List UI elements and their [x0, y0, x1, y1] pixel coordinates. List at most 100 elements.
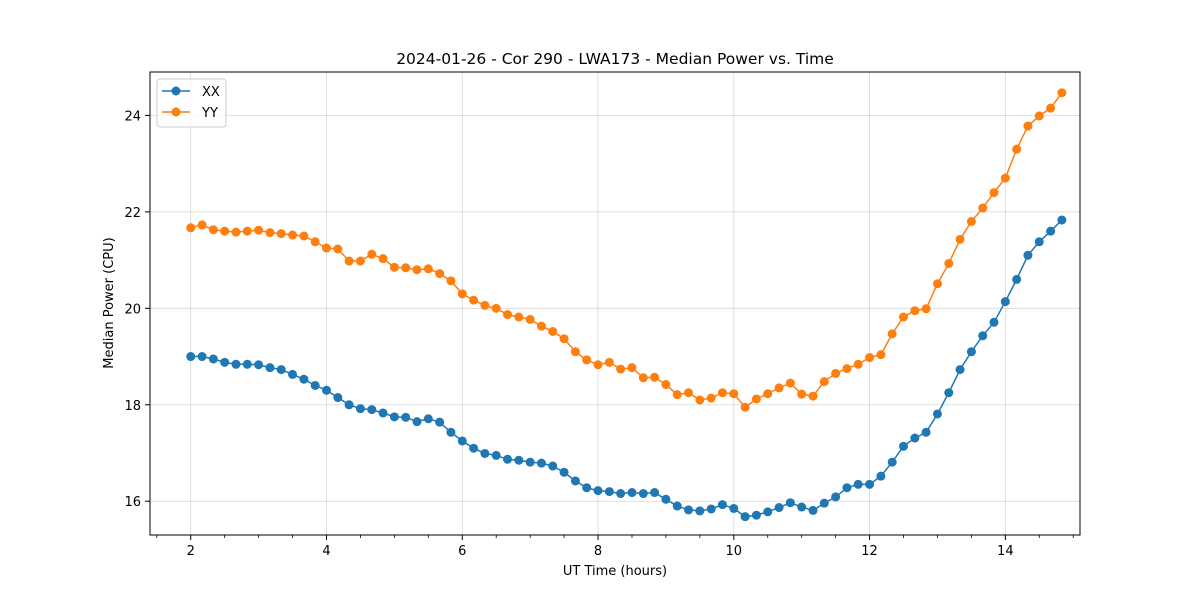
series-xx-point — [469, 443, 479, 453]
series-xx-point — [1012, 274, 1022, 284]
series-xx-point — [423, 414, 433, 424]
series-yy-point — [525, 314, 535, 324]
legend-xx-label: XX — [202, 85, 220, 100]
series-xx-point — [412, 417, 422, 427]
series-xx-point — [932, 409, 942, 419]
series-yy-point — [1046, 103, 1056, 113]
series-yy-point — [208, 225, 218, 235]
series-xx-point — [921, 427, 931, 437]
series-yy-point — [785, 378, 795, 388]
x-tick-label: 6 — [458, 544, 466, 559]
series-yy-point — [876, 350, 886, 360]
series-xx-point — [717, 500, 727, 510]
series-xx-point — [355, 404, 365, 414]
series-yy-point — [797, 389, 807, 399]
series-xx-point — [514, 455, 524, 465]
series-xx-point — [299, 374, 309, 384]
series-yy-point — [389, 262, 399, 272]
series-xx-point — [288, 369, 298, 379]
series-yy-point — [616, 364, 626, 374]
series-xx-point — [944, 388, 954, 398]
series-layer — [186, 88, 1067, 522]
series-xx-point — [480, 448, 490, 458]
series-xx-point — [333, 393, 343, 403]
series-yy-point — [966, 217, 976, 227]
series-yy-point — [695, 395, 705, 405]
series-xx-point — [819, 498, 829, 508]
series-yy-point — [910, 306, 920, 316]
series-yy-point — [514, 312, 524, 322]
series-yy-point — [276, 229, 286, 239]
x-tick-label: 2 — [187, 544, 195, 559]
series-xx-point — [740, 512, 750, 522]
y-tick-label: 24 — [124, 109, 141, 124]
y-tick-label: 16 — [124, 495, 141, 510]
series-yy-point — [322, 243, 331, 253]
series-xx-point — [435, 417, 445, 427]
series-yy-point — [763, 389, 773, 399]
series-xx-point — [1057, 215, 1067, 225]
series-yy-point — [231, 227, 241, 237]
series-xx-point — [186, 352, 196, 362]
series-xx-point — [208, 354, 218, 364]
series-yy-point — [593, 360, 603, 370]
series-xx-point — [491, 450, 501, 460]
series-yy-point — [333, 244, 343, 254]
series-yy-point — [1034, 111, 1044, 121]
series-yy-point — [220, 226, 230, 236]
series-yy-point — [1057, 88, 1067, 98]
series-yy-point — [899, 312, 908, 322]
series-xx-point — [763, 507, 773, 517]
series-yy-point — [865, 353, 875, 363]
series-xx-point — [751, 510, 761, 520]
series-yy-point — [604, 357, 614, 367]
series-yy-point — [265, 228, 275, 238]
series-yy-point — [548, 326, 558, 336]
series-xx-point — [842, 483, 852, 493]
series-xx-point — [242, 359, 252, 369]
series-yy-point — [401, 263, 411, 273]
x-tick-label: 4 — [322, 544, 330, 559]
series-yy-point — [672, 390, 682, 400]
series-yy-point — [536, 321, 546, 331]
series-xx-point — [231, 359, 241, 369]
series-yy-point — [955, 234, 965, 244]
series-xx-point — [593, 486, 603, 496]
series-xx-point — [1023, 250, 1033, 260]
series-yy-point — [310, 237, 320, 247]
series-yy-point — [842, 364, 852, 374]
series-xx-point — [457, 436, 467, 446]
series-xx-point — [661, 494, 671, 504]
series-xx-point — [831, 492, 841, 502]
y-axis-ticks: 16 18 20 22 24 — [124, 109, 150, 510]
series-yy-point — [978, 203, 988, 213]
series-yy-point — [570, 347, 580, 357]
series-yy-point — [435, 269, 445, 279]
series-yy-point — [288, 230, 298, 240]
series-xx-point — [966, 347, 976, 357]
series-yy-point — [751, 394, 761, 404]
series-xx-point — [706, 504, 716, 514]
series-yy-point — [944, 258, 954, 268]
series-xx-point — [1034, 237, 1044, 247]
x-tick-label: 10 — [726, 544, 743, 559]
series-xx-point — [808, 505, 818, 515]
series-xx-point — [989, 317, 999, 327]
series-yy-point — [887, 329, 897, 339]
legend-yy-label: YY — [201, 106, 218, 121]
series-xx-point — [627, 488, 637, 498]
series-xx-point — [582, 483, 592, 493]
series-yy-point — [582, 355, 592, 365]
plot-frame — [149, 71, 1081, 536]
series-yy-point — [186, 223, 196, 233]
series-yy-point — [299, 231, 309, 241]
series-yy-point — [197, 220, 207, 230]
series-yy-point — [740, 402, 750, 412]
x-tick-label: 14 — [997, 544, 1014, 559]
series-xx-point — [197, 352, 207, 362]
series-xx-point — [978, 331, 988, 341]
series-yy-point — [242, 226, 252, 236]
series-xx-point — [638, 489, 648, 499]
series-yy-point — [344, 256, 354, 266]
series-xx-point — [604, 487, 614, 497]
